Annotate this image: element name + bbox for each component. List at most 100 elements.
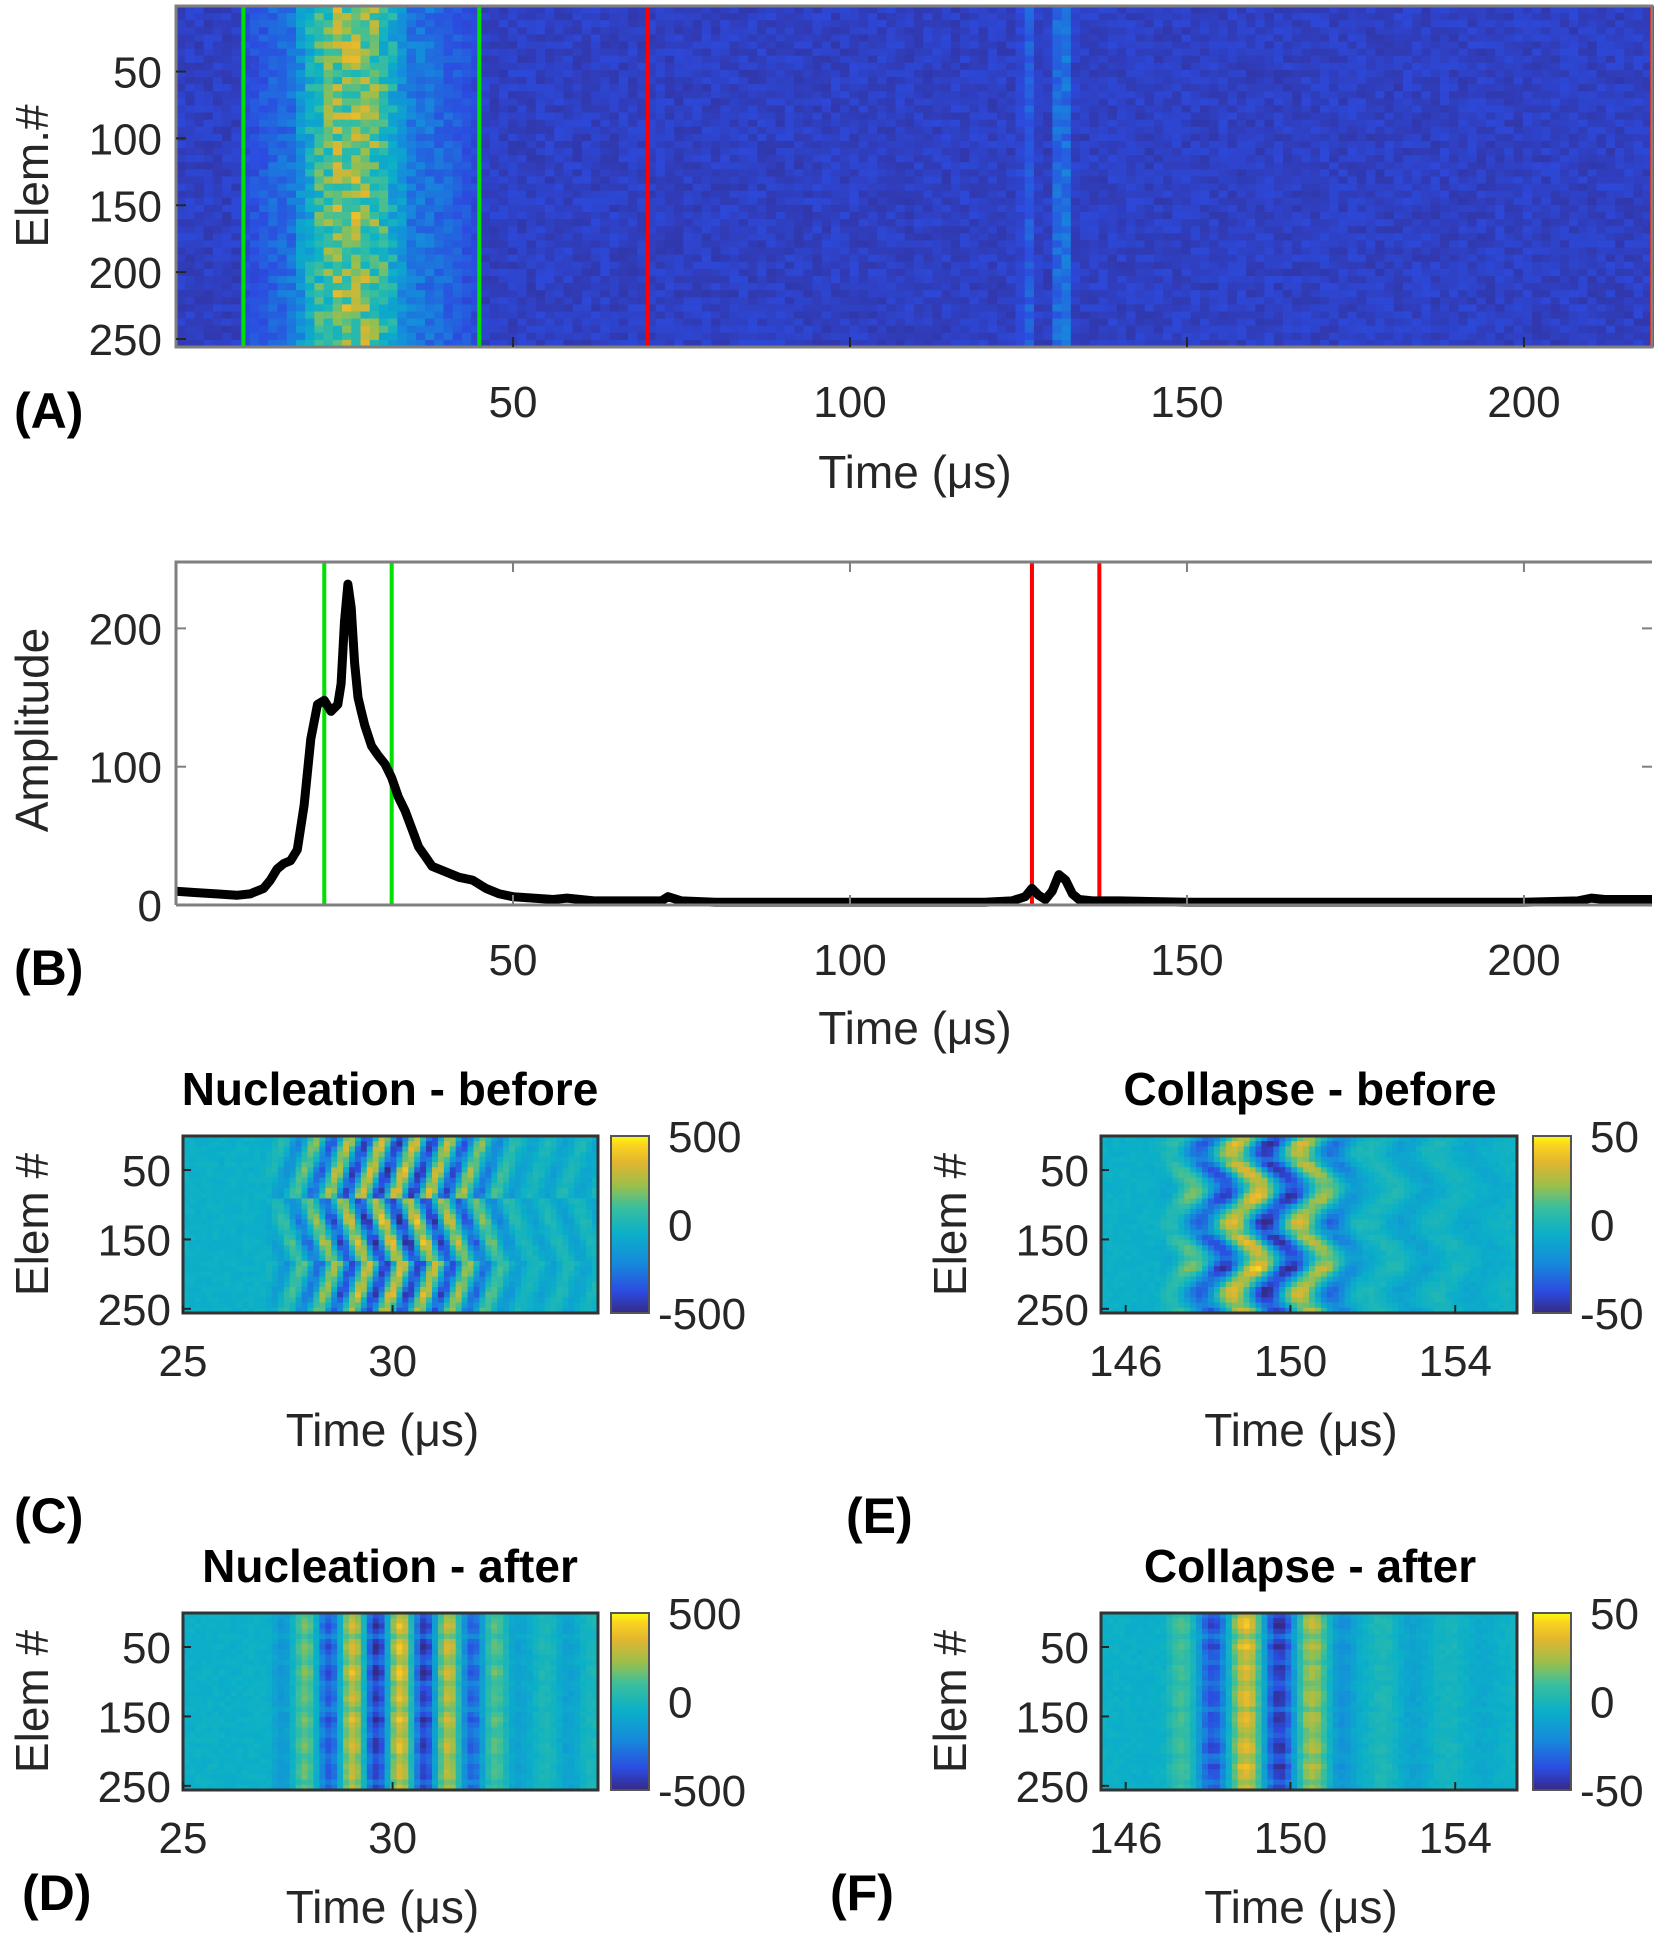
heatmap-cell — [896, 105, 906, 113]
heatmap-cell — [1624, 162, 1634, 170]
heatmap-cell — [1477, 98, 1487, 106]
heatmap-cell — [1320, 42, 1330, 50]
heatmap-cell — [1329, 184, 1339, 192]
heatmap-cell — [1348, 91, 1358, 99]
heatmap-cell — [1329, 63, 1339, 71]
heatmap-cell — [942, 98, 952, 106]
heatmap-cell — [527, 42, 537, 50]
heatmap-cell — [831, 120, 841, 128]
heatmap-cell — [222, 63, 232, 71]
heatmap-cell — [231, 169, 241, 177]
heatmap-cell — [582, 70, 592, 78]
heatmap-cell — [969, 191, 979, 199]
heatmap-cell — [896, 91, 906, 99]
heatmap-cell — [997, 34, 1007, 42]
heatmap-cell — [287, 91, 297, 99]
heatmap-cell — [314, 56, 324, 64]
heatmap-cell — [1504, 212, 1514, 220]
heatmap-cell — [1228, 162, 1238, 170]
heatmap-cell — [813, 84, 823, 92]
heatmap-cell — [333, 20, 343, 28]
heatmap-cell — [1228, 113, 1238, 121]
heatmap-cell — [1431, 120, 1441, 128]
heatmap-cell — [1366, 63, 1376, 71]
heatmap-cell — [517, 148, 527, 156]
heatmap-cell — [1117, 169, 1127, 177]
heatmap-cell — [1089, 219, 1099, 227]
heatmap-cell — [1394, 219, 1404, 227]
heatmap-cell — [425, 84, 435, 92]
heatmap-cell — [1071, 70, 1081, 78]
heatmap-cell — [1394, 155, 1404, 163]
heatmap-cell — [1062, 184, 1072, 192]
heatmap-cell — [739, 20, 749, 28]
heatmap-cell — [351, 34, 361, 42]
heatmap-cell — [693, 70, 703, 78]
heatmap-cell — [1255, 148, 1265, 156]
heatmap-cell — [554, 63, 564, 71]
heatmap-cell — [1135, 127, 1145, 135]
heatmap-cell — [730, 91, 740, 99]
heatmap-cell — [1504, 13, 1514, 21]
heatmap-cell — [988, 13, 998, 21]
heatmap-cell — [231, 49, 241, 57]
heatmap-cell — [923, 177, 933, 185]
heatmap-cell — [1025, 77, 1035, 85]
heatmap-cell — [1089, 42, 1099, 50]
heatmap-cell — [923, 169, 933, 177]
heatmap-cell — [1163, 91, 1173, 99]
heatmap-cell — [204, 148, 214, 156]
heatmap-cell — [268, 226, 278, 234]
heatmap-cell — [711, 56, 721, 64]
heatmap-cell — [527, 198, 537, 206]
heatmap-cell — [1062, 13, 1072, 21]
heatmap-cell — [204, 191, 214, 199]
heatmap-cell — [444, 84, 454, 92]
heatmap-cell — [1163, 141, 1173, 149]
heatmap-cell — [1421, 27, 1431, 35]
heatmap-cell — [490, 84, 500, 92]
heatmap-cell — [923, 91, 933, 99]
heatmap-cell — [287, 42, 297, 50]
heatmap-cell — [324, 155, 334, 163]
heatmap-cell — [1560, 98, 1570, 106]
heatmap-cell — [1468, 205, 1478, 213]
heatmap-cell — [1421, 84, 1431, 92]
heatmap-cell — [1071, 169, 1081, 177]
heatmap-cell — [1578, 162, 1588, 170]
heatmap-cell — [1440, 105, 1450, 113]
heatmap-cell — [896, 34, 906, 42]
heatmap-cell — [1117, 13, 1127, 21]
heatmap-cell — [1412, 91, 1422, 99]
heatmap-cell — [573, 13, 583, 21]
heatmap-cell — [490, 141, 500, 149]
heatmap-cell — [674, 49, 684, 57]
heatmap-cell — [656, 169, 666, 177]
heatmap-cell — [1329, 177, 1339, 185]
heatmap-cell — [1523, 70, 1533, 78]
heatmap-cell — [693, 191, 703, 199]
heatmap-cell — [582, 49, 592, 57]
heatmap-cell — [1292, 84, 1302, 92]
heatmap-cell — [711, 42, 721, 50]
heatmap-cell — [988, 198, 998, 206]
heatmap-cell — [1025, 91, 1035, 99]
heatmap-cell — [527, 177, 537, 185]
heatmap-cell — [600, 34, 610, 42]
heatmap-cell — [536, 98, 546, 106]
heatmap-cell — [1292, 169, 1302, 177]
heatmap-cell — [674, 177, 684, 185]
heatmap-cell — [1283, 191, 1293, 199]
heatmap-cell — [1283, 198, 1293, 206]
heatmap-cell — [1357, 127, 1367, 135]
heatmap-cell — [637, 162, 647, 170]
heatmap-cell — [361, 212, 371, 220]
heatmap-cell — [361, 169, 371, 177]
heatmap-cell — [250, 27, 260, 35]
heatmap-cell — [213, 226, 223, 234]
heatmap-cell — [407, 162, 417, 170]
heatmap-cell — [1283, 113, 1293, 121]
heatmap-cell — [370, 169, 380, 177]
heatmap-cell — [342, 77, 352, 85]
heatmap-cell — [1449, 219, 1459, 227]
